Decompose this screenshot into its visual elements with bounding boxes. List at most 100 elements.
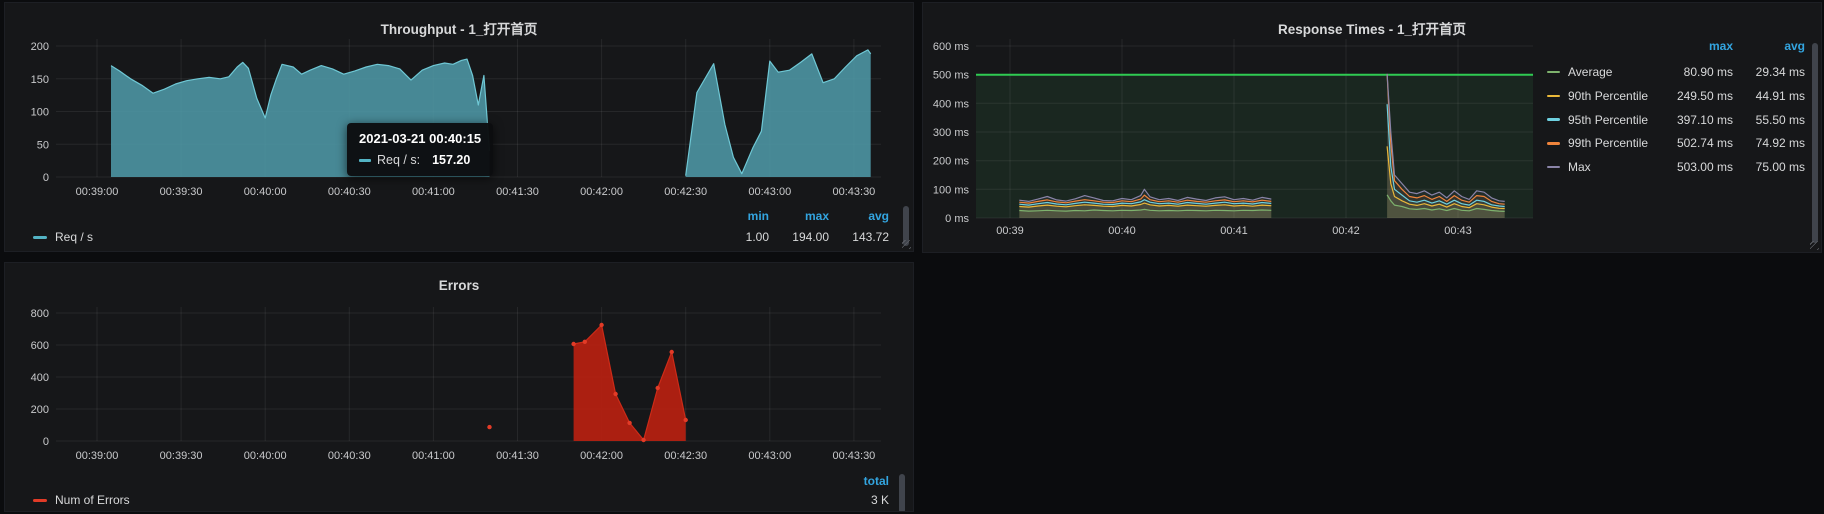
svg-text:150: 150 [31,74,49,86]
svg-text:00:40:00: 00:40:00 [244,450,287,462]
panel-resize-handle[interactable] [902,240,911,249]
svg-text:0 ms: 0 ms [945,213,969,225]
legend-row-90th-percentile: 90th Percentile 249.50 ms 44.91 ms [1543,87,1821,105]
svg-text:0: 0 [43,436,49,448]
svg-text:00:43:00: 00:43:00 [748,450,791,462]
legend-series-max[interactable]: Max [1547,160,1591,174]
svg-text:00:40: 00:40 [1108,225,1136,237]
legend-sort-total[interactable]: total [863,474,889,488]
svg-text:100 ms: 100 ms [933,184,970,196]
svg-text:00:42:00: 00:42:00 [580,186,623,198]
legend-value-min: 1.00 [745,230,769,244]
legend-row-max: Max 503.00 ms 75.00 ms [1543,158,1821,176]
legend-row: Req / s 1.00 194.00 143.72 [5,230,889,244]
svg-text:00:43:30: 00:43:30 [832,186,875,198]
svg-text:600 ms: 600 ms [933,41,970,53]
legend-headers: total [829,474,889,488]
svg-text:600: 600 [31,340,49,352]
svg-text:100: 100 [31,107,49,119]
svg-text:00:42:30: 00:42:30 [664,450,707,462]
legend-headers: min max avg [709,209,889,223]
errors-chart[interactable]: 00:39:00 00:39:30 00:40:00 00:40:30 00:41:00… [5,263,914,512]
legend-scrollbar[interactable] [1812,43,1818,243]
panel-throughput: Throughput - 1_打开首页 00:39:00 00:39:30 00:4… [4,2,914,252]
max-swatch-icon [1547,165,1560,169]
legend-value-avg: 29.34 ms [1755,65,1805,79]
legend-sort-max[interactable]: max [804,209,829,223]
svg-text:00:39:00: 00:39:00 [76,186,119,198]
svg-text:00:42: 00:42 [1332,225,1360,237]
legend-value-avg: 44.91 ms [1755,88,1805,103]
legend-value-avg: 75.00 ms [1755,160,1805,175]
99th-percentile-swatch-icon [1547,142,1560,145]
legend-series-num-of-errors[interactable]: Num of Errors [33,493,130,507]
95th-percentile-swatch-icon [1547,118,1560,121]
svg-text:200: 200 [31,404,49,416]
svg-text:00:42:00: 00:42:00 [580,450,623,462]
svg-text:0: 0 [43,172,49,184]
response-times-legend: max avg Average 80.90 ms 29.34 ms 90th Percen… [1543,3,1821,252]
panel-resize-handle[interactable] [1810,241,1819,250]
legend-series-90th-percentile[interactable]: 90th Percentile [1547,89,1648,103]
legend-sort-max[interactable]: max [1708,39,1733,53]
svg-text:00:41:30: 00:41:30 [496,186,539,198]
req-s-swatch-icon [33,235,47,239]
legend-series-95th-percentile[interactable]: 95th Percentile [1547,113,1648,127]
legend-value-max: 194.00 [792,230,829,244]
legend-value-max: 80.90 ms [1683,65,1733,79]
legend-row: Num of Errors 3 K [5,493,889,507]
legend-sort-avg[interactable]: avg [868,209,889,223]
panel-title-response-times[interactable]: Response Times - 1_打开首页 [1277,22,1467,38]
svg-text:00:39:00: 00:39:00 [76,450,119,462]
svg-text:00:43:30: 00:43:30 [832,450,875,462]
legend-sort-avg[interactable]: avg [1784,39,1805,53]
svg-text:50: 50 [37,139,49,151]
legend-row-95th-percentile: 95th Percentile 397.10 ms 55.50 ms [1543,111,1821,129]
svg-text:200: 200 [31,41,49,53]
legend-series-average[interactable]: Average [1547,65,1612,79]
legend-row-average: Average 80.90 ms 29.34 ms [1543,63,1821,81]
legend-series-99th-percentile[interactable]: 99th Percentile [1547,136,1648,150]
legend-value-avg: 55.50 ms [1755,112,1805,127]
svg-text:00:40:00: 00:40:00 [244,186,287,198]
panel-title-errors[interactable]: Errors [438,278,480,294]
svg-text:00:39:30: 00:39:30 [160,186,203,198]
legend-scrollbar[interactable] [903,206,909,246]
legend-value-max: 503.00 ms [1676,160,1733,175]
legend-sort-min[interactable]: min [747,209,769,223]
legend-value-max: 502.74 ms [1676,136,1733,151]
svg-text:800: 800 [31,308,49,320]
legend-value-avg: 74.92 ms [1755,136,1805,151]
average-swatch-icon [1547,70,1560,74]
svg-text:400: 400 [31,372,49,384]
legend-value-max: 397.10 ms [1676,112,1733,127]
legend-series-req-s[interactable]: Req / s [33,230,93,244]
legend-scrollbar[interactable] [899,474,905,511]
svg-text:00:40:30: 00:40:30 [328,450,371,462]
legend-value-total: 3 K [870,493,889,507]
panel-response-times: Response Times - 1_打开首页 00:39 00:40 00:41 0… [922,2,1822,253]
legend-row-99th-percentile: 99th Percentile 502.74 ms 74.92 ms [1543,134,1821,152]
num-of-errors-swatch-icon [33,498,47,502]
legend-series-label: Num of Errors [55,493,130,507]
svg-text:00:39: 00:39 [996,225,1024,237]
svg-text:00:39:30: 00:39:30 [160,450,203,462]
svg-text:00:42:30: 00:42:30 [664,186,707,198]
svg-text:00:41:00: 00:41:00 [412,450,455,462]
svg-text:200 ms: 200 ms [933,156,970,168]
response-times-chart[interactable]: 00:39 00:40 00:41 00:42 00:43 0 ms 100 ms 200 m… [923,3,1822,253]
legend-series-label: Req / s [55,230,94,244]
svg-text:300 ms: 300 ms [933,127,970,139]
90th-percentile-swatch-icon [1547,94,1560,98]
svg-text:00:40:30: 00:40:30 [328,186,371,198]
legend-value-avg: 143.72 [852,230,889,244]
svg-text:00:41:00: 00:41:00 [412,186,455,198]
svg-text:00:43:00: 00:43:00 [748,186,791,198]
panel-title-throughput[interactable]: Throughput - 1_打开首页 [380,22,538,38]
svg-text:00:41: 00:41 [1220,225,1248,237]
svg-text:00:41:30: 00:41:30 [496,450,539,462]
svg-text:400 ms: 400 ms [933,98,970,110]
svg-text:00:43: 00:43 [1444,225,1472,237]
svg-text:500 ms: 500 ms [933,70,970,82]
